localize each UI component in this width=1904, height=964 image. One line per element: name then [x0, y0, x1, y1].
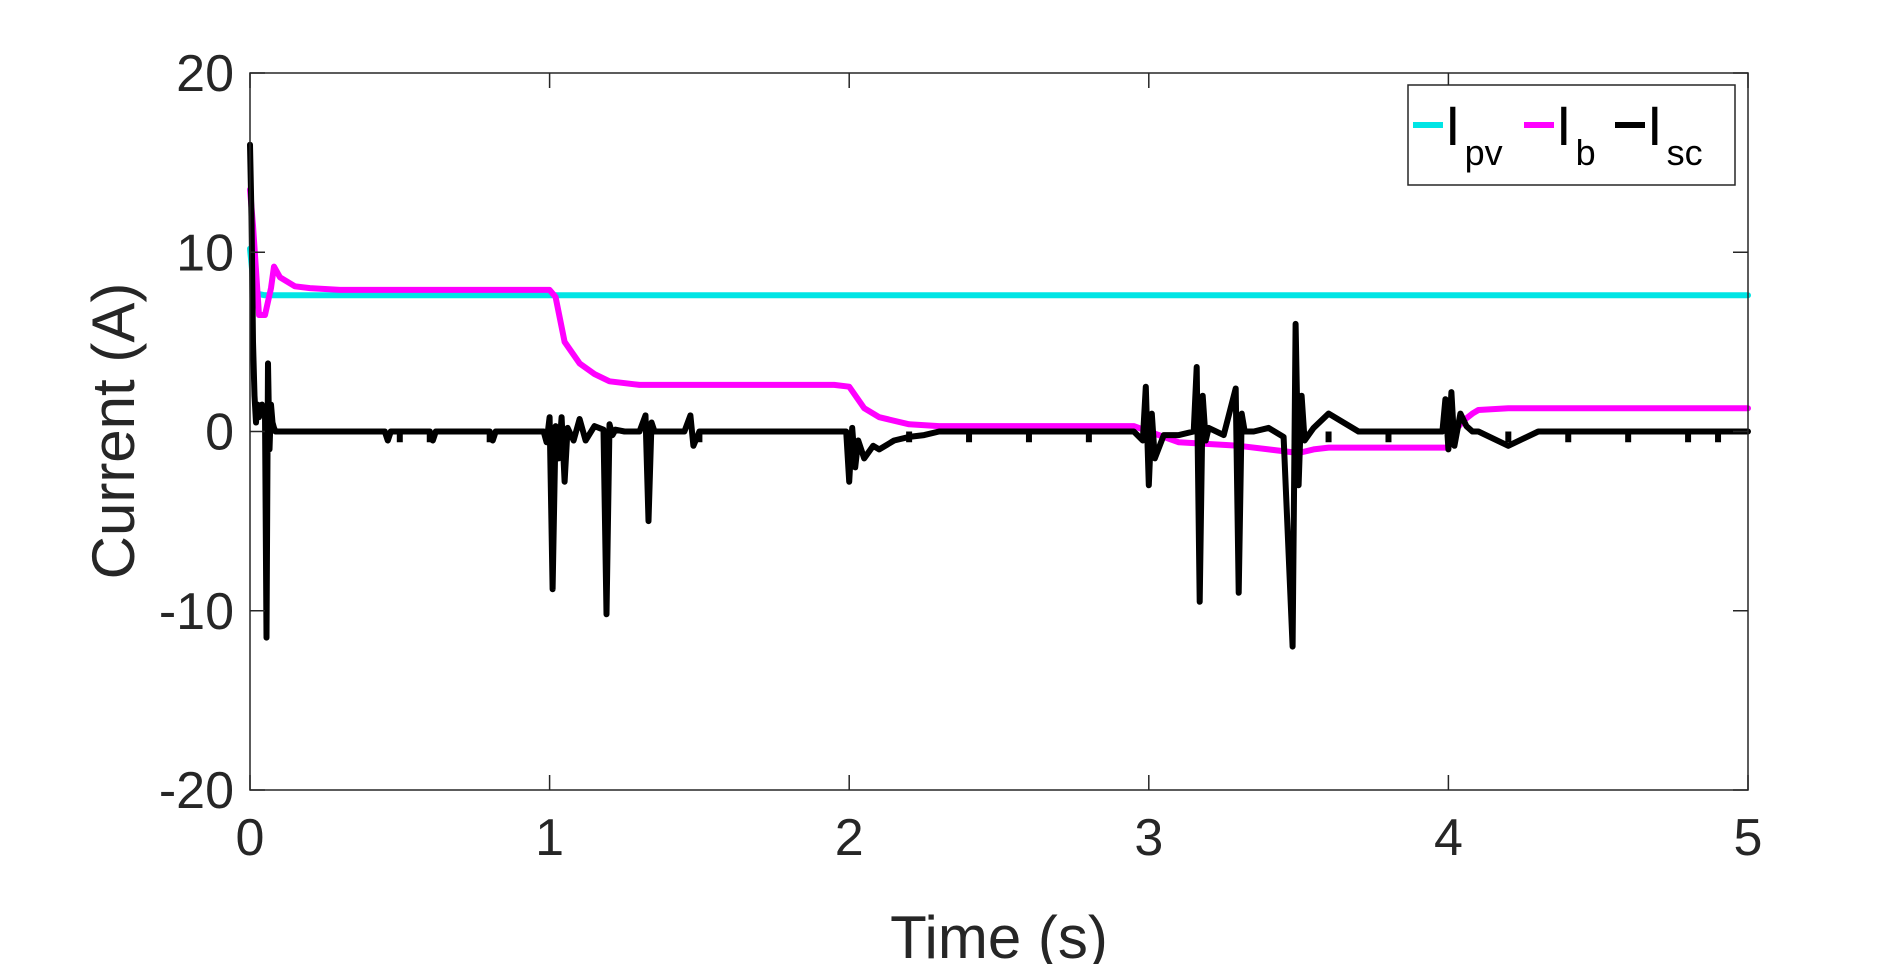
y-tick-label: -10 [159, 583, 234, 641]
x-tick-label: 2 [835, 809, 864, 867]
y-tick-label: 10 [176, 224, 234, 282]
y-tick-label: 0 [205, 404, 234, 462]
y-tick-label: -20 [159, 762, 234, 820]
axis-ticks-layer [249, 72, 1749, 791]
series-line-i-b [247, 186, 1751, 456]
y-tick-label: 20 [176, 45, 234, 103]
x-tick-label: 4 [1434, 809, 1463, 867]
series-lines-layer [247, 141, 1751, 650]
x-tick-label: 3 [1134, 809, 1163, 867]
legend-box [1407, 84, 1736, 186]
y-axis-title: Current (A) [80, 283, 147, 580]
x-tick-labels: 0 1 2 3 4 5 [236, 809, 1763, 867]
y-tick-labels: 20 10 0 -10 -20 [159, 45, 234, 820]
x-tick-label: 0 [236, 809, 265, 867]
x-tick-label: 1 [535, 809, 564, 867]
x-axis-title: Time (s) [890, 904, 1108, 964]
x-tick-label: 5 [1734, 809, 1763, 867]
series-line-i-sc [247, 141, 1751, 650]
